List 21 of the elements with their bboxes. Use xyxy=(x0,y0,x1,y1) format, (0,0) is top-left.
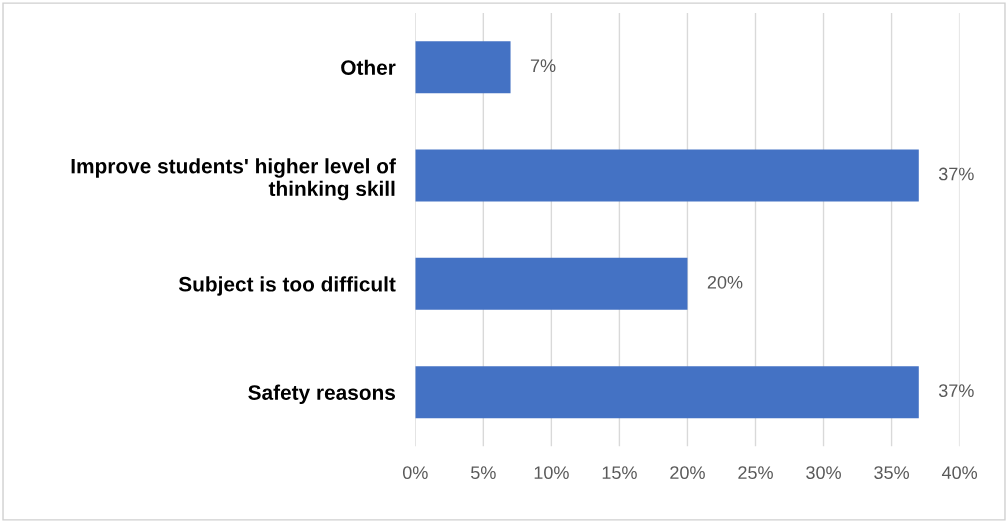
y-tick-label: Improve students' higher level of thinking skill xyxy=(71,158,396,201)
bar xyxy=(415,366,919,419)
bar xyxy=(415,149,919,202)
x-tick-label: 35% xyxy=(874,466,909,480)
y-tick-label: Safety reasons xyxy=(248,384,396,405)
x-tick-label: 25% xyxy=(738,466,773,480)
x-tick-label: 5% xyxy=(471,466,496,480)
data-label: 37% xyxy=(938,384,974,397)
x-tick-label: 15% xyxy=(602,466,637,480)
bar xyxy=(415,257,688,310)
x-tick-label: 40% xyxy=(941,466,978,480)
data-label: 7% xyxy=(530,59,556,72)
x-tick-label: 30% xyxy=(806,466,841,480)
data-label: 20% xyxy=(707,275,743,289)
bar xyxy=(415,41,511,94)
x-tick-label: 0% xyxy=(402,466,428,480)
y-tick-label: Other xyxy=(341,59,396,75)
y-tick-label: Subject is too difficult xyxy=(178,276,396,296)
data-label: 37% xyxy=(938,167,974,181)
x-tick-label: 20% xyxy=(670,466,705,480)
x-tick-label: 10% xyxy=(534,466,569,480)
